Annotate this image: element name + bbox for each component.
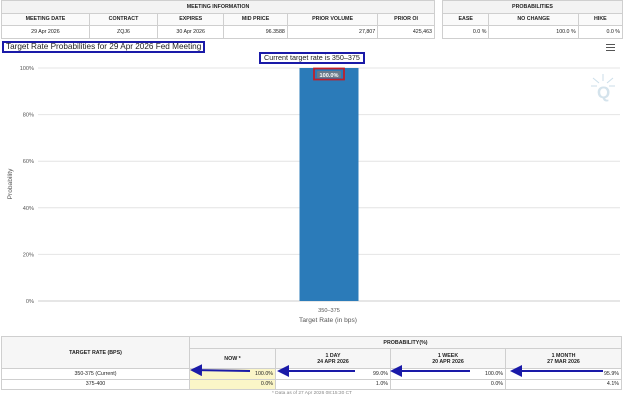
target-rate-probability-table: TARGET RATE (BPS) PROBABILITY(%) NOW * 1…	[1, 336, 622, 390]
one-day-value: 99.0%	[275, 368, 391, 380]
now-value: 0.0%	[189, 378, 276, 390]
y-tick-label: 100%	[20, 66, 34, 72]
col-mid-price: MID PRICE	[223, 12, 288, 27]
current-target-rate-label: Current target rate is 350–375	[259, 52, 365, 64]
no-change-value: 100.0 %	[488, 25, 579, 39]
quikstrike-logo-icon: Q	[591, 74, 615, 102]
table-row: 375-400 0.0% 1.0% 0.0% 4.1%	[1, 378, 622, 390]
one-week-value: 0.0%	[390, 378, 506, 390]
one-month-value: 4.1%	[505, 378, 622, 390]
col-ease: EASE	[441, 12, 490, 27]
table-row: 350-375 (Current) 100.0% 99.0% 100.0% 95…	[1, 368, 622, 380]
probability-header: PROBABILITY(%)	[189, 336, 622, 349]
bars: 100.0%	[299, 67, 359, 301]
svg-text:Q: Q	[597, 83, 610, 102]
one-week-value: 100.0%	[390, 368, 506, 380]
meeting-information-header: MEETING INFORMATION	[1, 0, 435, 14]
probabilities-table: PROBABILITIES EASE NO CHANGE HIKE 0.0 % …	[441, 0, 624, 39]
ease-value: 0.0 %	[441, 25, 490, 39]
expires-value: 30 Apr 2026	[157, 25, 225, 39]
y-tick-label: 80%	[23, 113, 34, 119]
col-prior-oi: PRIOR OI	[377, 12, 435, 27]
contract-value: ZQJ6	[88, 25, 159, 39]
col-no-change: NO CHANGE	[488, 12, 579, 27]
data-label: 100.0%	[320, 73, 339, 79]
data-label-background	[317, 71, 341, 78]
data-label-highlight	[313, 67, 345, 81]
x-tick-label: 350–375	[318, 308, 340, 314]
data-timestamp-note: * Data as of 27 Apr 2026 08:15:30 CT	[271, 391, 352, 396]
col-contract: CONTRACT	[88, 12, 159, 27]
one-day-value: 1.0%	[275, 378, 391, 390]
meeting-date-value: 29 Apr 2026	[1, 25, 90, 39]
probabilities-header: PROBABILITIES	[442, 0, 623, 14]
one-month-value: 95.9%	[505, 368, 622, 380]
y-axis-ticks: 0% 20% 40% 60% 80% 100%	[20, 66, 34, 305]
col-prior-volume: PRIOR VOLUME	[286, 12, 379, 27]
rate-label: 350-375 (Current)	[1, 368, 190, 380]
y-tick-label: 0%	[26, 299, 34, 305]
col-expires: EXPIRES	[157, 12, 225, 27]
prior-oi-value: 425,463	[377, 25, 435, 39]
col-hike: HIKE	[577, 12, 624, 27]
col-now: NOW *	[189, 348, 276, 369]
bar[interactable]	[299, 68, 359, 301]
meeting-information-table: MEETING INFORMATION MEETING DATE CONTRAC…	[1, 0, 435, 39]
x-axis-ticks: 350–375	[318, 308, 340, 314]
col-1-week: 1 WEEK 20 APR 2026	[390, 348, 506, 369]
col-meeting-date: MEETING DATE	[1, 12, 90, 27]
y-axis-title: Probability	[7, 168, 14, 199]
probability-bar-chart: 0% 20% 40% 60% 80% 100% 100.0% 350–375 Target…	[7, 66, 620, 324]
hike-value: 0.0 %	[577, 25, 624, 39]
mid-price-value: 96.3588	[223, 25, 288, 39]
prior-volume-value: 27,807	[286, 25, 379, 39]
y-tick-label: 20%	[23, 252, 34, 258]
chart-title: Target Rate Probabilities for 29 Apr 202…	[2, 41, 206, 53]
now-value: 100.0%	[189, 368, 276, 380]
col-1-month: 1 MONTH 27 MAR 2026	[505, 348, 622, 369]
y-tick-label: 40%	[23, 206, 34, 212]
hamburger-menu-icon[interactable]	[606, 44, 615, 52]
col-1-day: 1 DAY 24 APR 2026	[275, 348, 391, 369]
rate-label: 375-400	[1, 378, 190, 390]
target-rate-header: TARGET RATE (BPS)	[1, 336, 190, 369]
x-axis-title: Target Rate (in bps)	[299, 317, 357, 324]
y-tick-label: 60%	[23, 159, 34, 165]
